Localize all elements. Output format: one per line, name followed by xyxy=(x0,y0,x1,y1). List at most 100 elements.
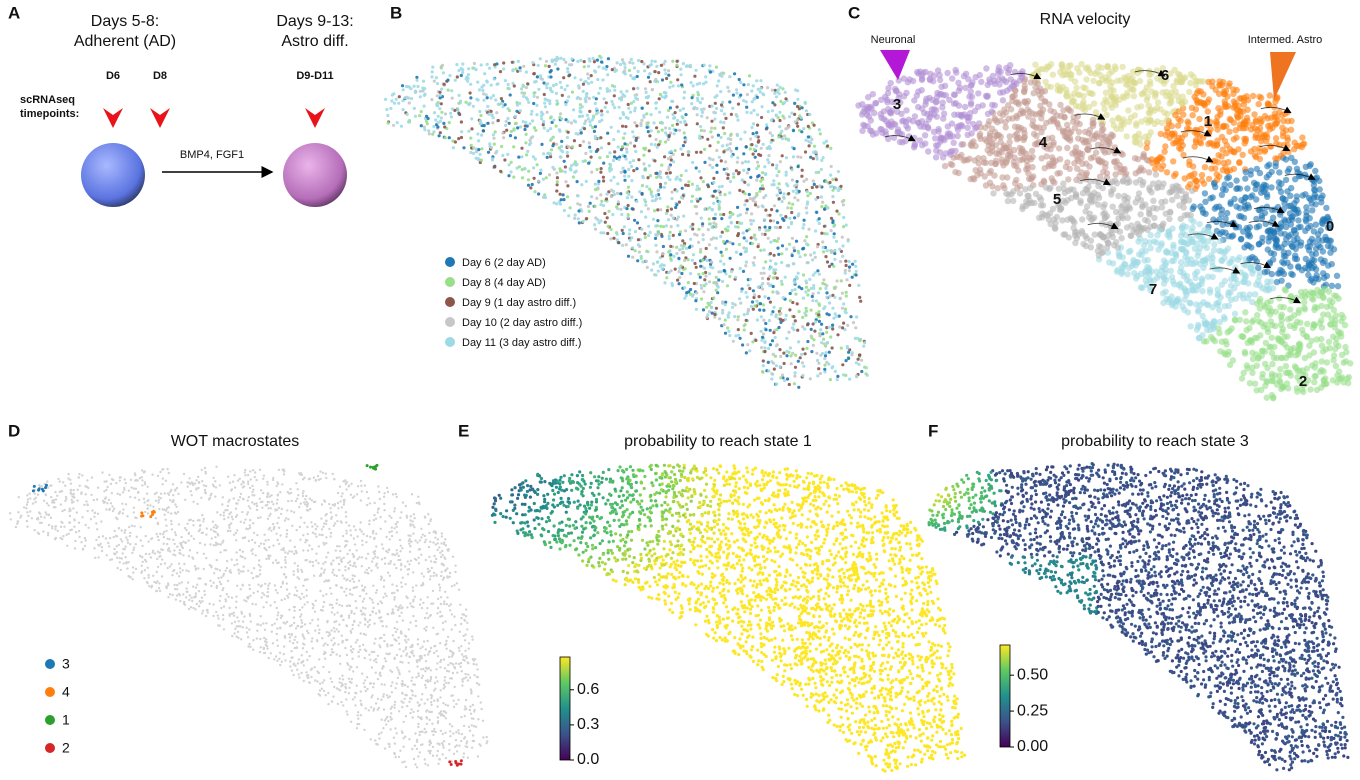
point xyxy=(755,192,758,195)
point xyxy=(436,82,439,85)
point xyxy=(776,247,779,250)
point xyxy=(778,125,781,128)
point xyxy=(1228,282,1234,288)
arrowhead xyxy=(150,108,170,128)
point xyxy=(743,328,746,331)
point xyxy=(561,94,564,97)
point xyxy=(433,111,436,114)
point xyxy=(746,208,749,211)
point xyxy=(720,251,723,254)
point xyxy=(799,356,802,359)
point xyxy=(672,84,675,87)
point xyxy=(657,71,660,74)
point xyxy=(705,282,708,285)
point xyxy=(726,144,729,147)
point xyxy=(770,372,773,375)
point xyxy=(414,115,417,118)
point xyxy=(448,74,451,77)
point xyxy=(544,98,547,101)
point xyxy=(835,240,838,243)
point xyxy=(727,330,730,333)
point xyxy=(423,94,426,97)
point xyxy=(834,187,837,190)
point xyxy=(546,129,549,132)
point xyxy=(836,333,839,336)
point xyxy=(1177,72,1183,78)
point xyxy=(636,87,639,90)
point xyxy=(512,145,515,148)
point xyxy=(1128,233,1134,239)
point xyxy=(618,106,621,109)
point xyxy=(543,127,546,130)
point xyxy=(715,196,718,199)
point xyxy=(818,273,821,276)
point xyxy=(1231,149,1237,155)
point xyxy=(998,69,1004,75)
point xyxy=(730,155,733,158)
point xyxy=(803,219,806,222)
point xyxy=(564,180,567,183)
point xyxy=(496,83,499,86)
point xyxy=(486,105,489,108)
point xyxy=(436,121,439,124)
point xyxy=(1054,170,1060,176)
point xyxy=(566,151,569,154)
point xyxy=(536,163,539,166)
point xyxy=(777,135,780,138)
point xyxy=(440,88,443,91)
point xyxy=(517,60,520,63)
point xyxy=(585,92,588,95)
point xyxy=(894,129,900,135)
point xyxy=(1180,222,1186,228)
point xyxy=(558,146,561,149)
point xyxy=(586,72,589,75)
point xyxy=(524,141,527,144)
point xyxy=(1303,209,1309,215)
point xyxy=(1100,204,1106,210)
point xyxy=(1145,257,1151,263)
point xyxy=(627,175,630,178)
point xyxy=(1250,93,1256,99)
point xyxy=(510,161,513,164)
point xyxy=(855,273,858,276)
point xyxy=(1254,301,1260,307)
point xyxy=(554,63,557,66)
point xyxy=(754,339,757,342)
point xyxy=(563,209,566,212)
point xyxy=(461,71,464,74)
point xyxy=(785,248,788,251)
point xyxy=(569,206,572,209)
point xyxy=(1232,317,1238,323)
point xyxy=(533,92,536,95)
point xyxy=(1244,185,1250,191)
point xyxy=(1029,148,1035,154)
point xyxy=(655,250,658,253)
arrowhead xyxy=(103,108,123,128)
point xyxy=(1275,270,1281,276)
point xyxy=(1168,99,1174,105)
point xyxy=(797,360,800,363)
point xyxy=(652,121,655,124)
point xyxy=(1258,190,1264,196)
point xyxy=(482,99,485,102)
point xyxy=(682,107,685,110)
point xyxy=(432,125,435,128)
point xyxy=(493,77,496,80)
point xyxy=(788,115,791,118)
point xyxy=(752,308,755,311)
point xyxy=(696,185,699,188)
point xyxy=(665,77,668,80)
point xyxy=(548,99,551,102)
point xyxy=(764,226,767,229)
point xyxy=(1083,139,1089,145)
point xyxy=(821,332,824,335)
point xyxy=(835,178,838,181)
point xyxy=(757,205,760,208)
point xyxy=(699,101,702,104)
point xyxy=(563,88,566,91)
point xyxy=(811,258,814,261)
point xyxy=(681,187,684,190)
point xyxy=(750,111,753,114)
point xyxy=(1336,368,1342,374)
point xyxy=(764,322,767,325)
